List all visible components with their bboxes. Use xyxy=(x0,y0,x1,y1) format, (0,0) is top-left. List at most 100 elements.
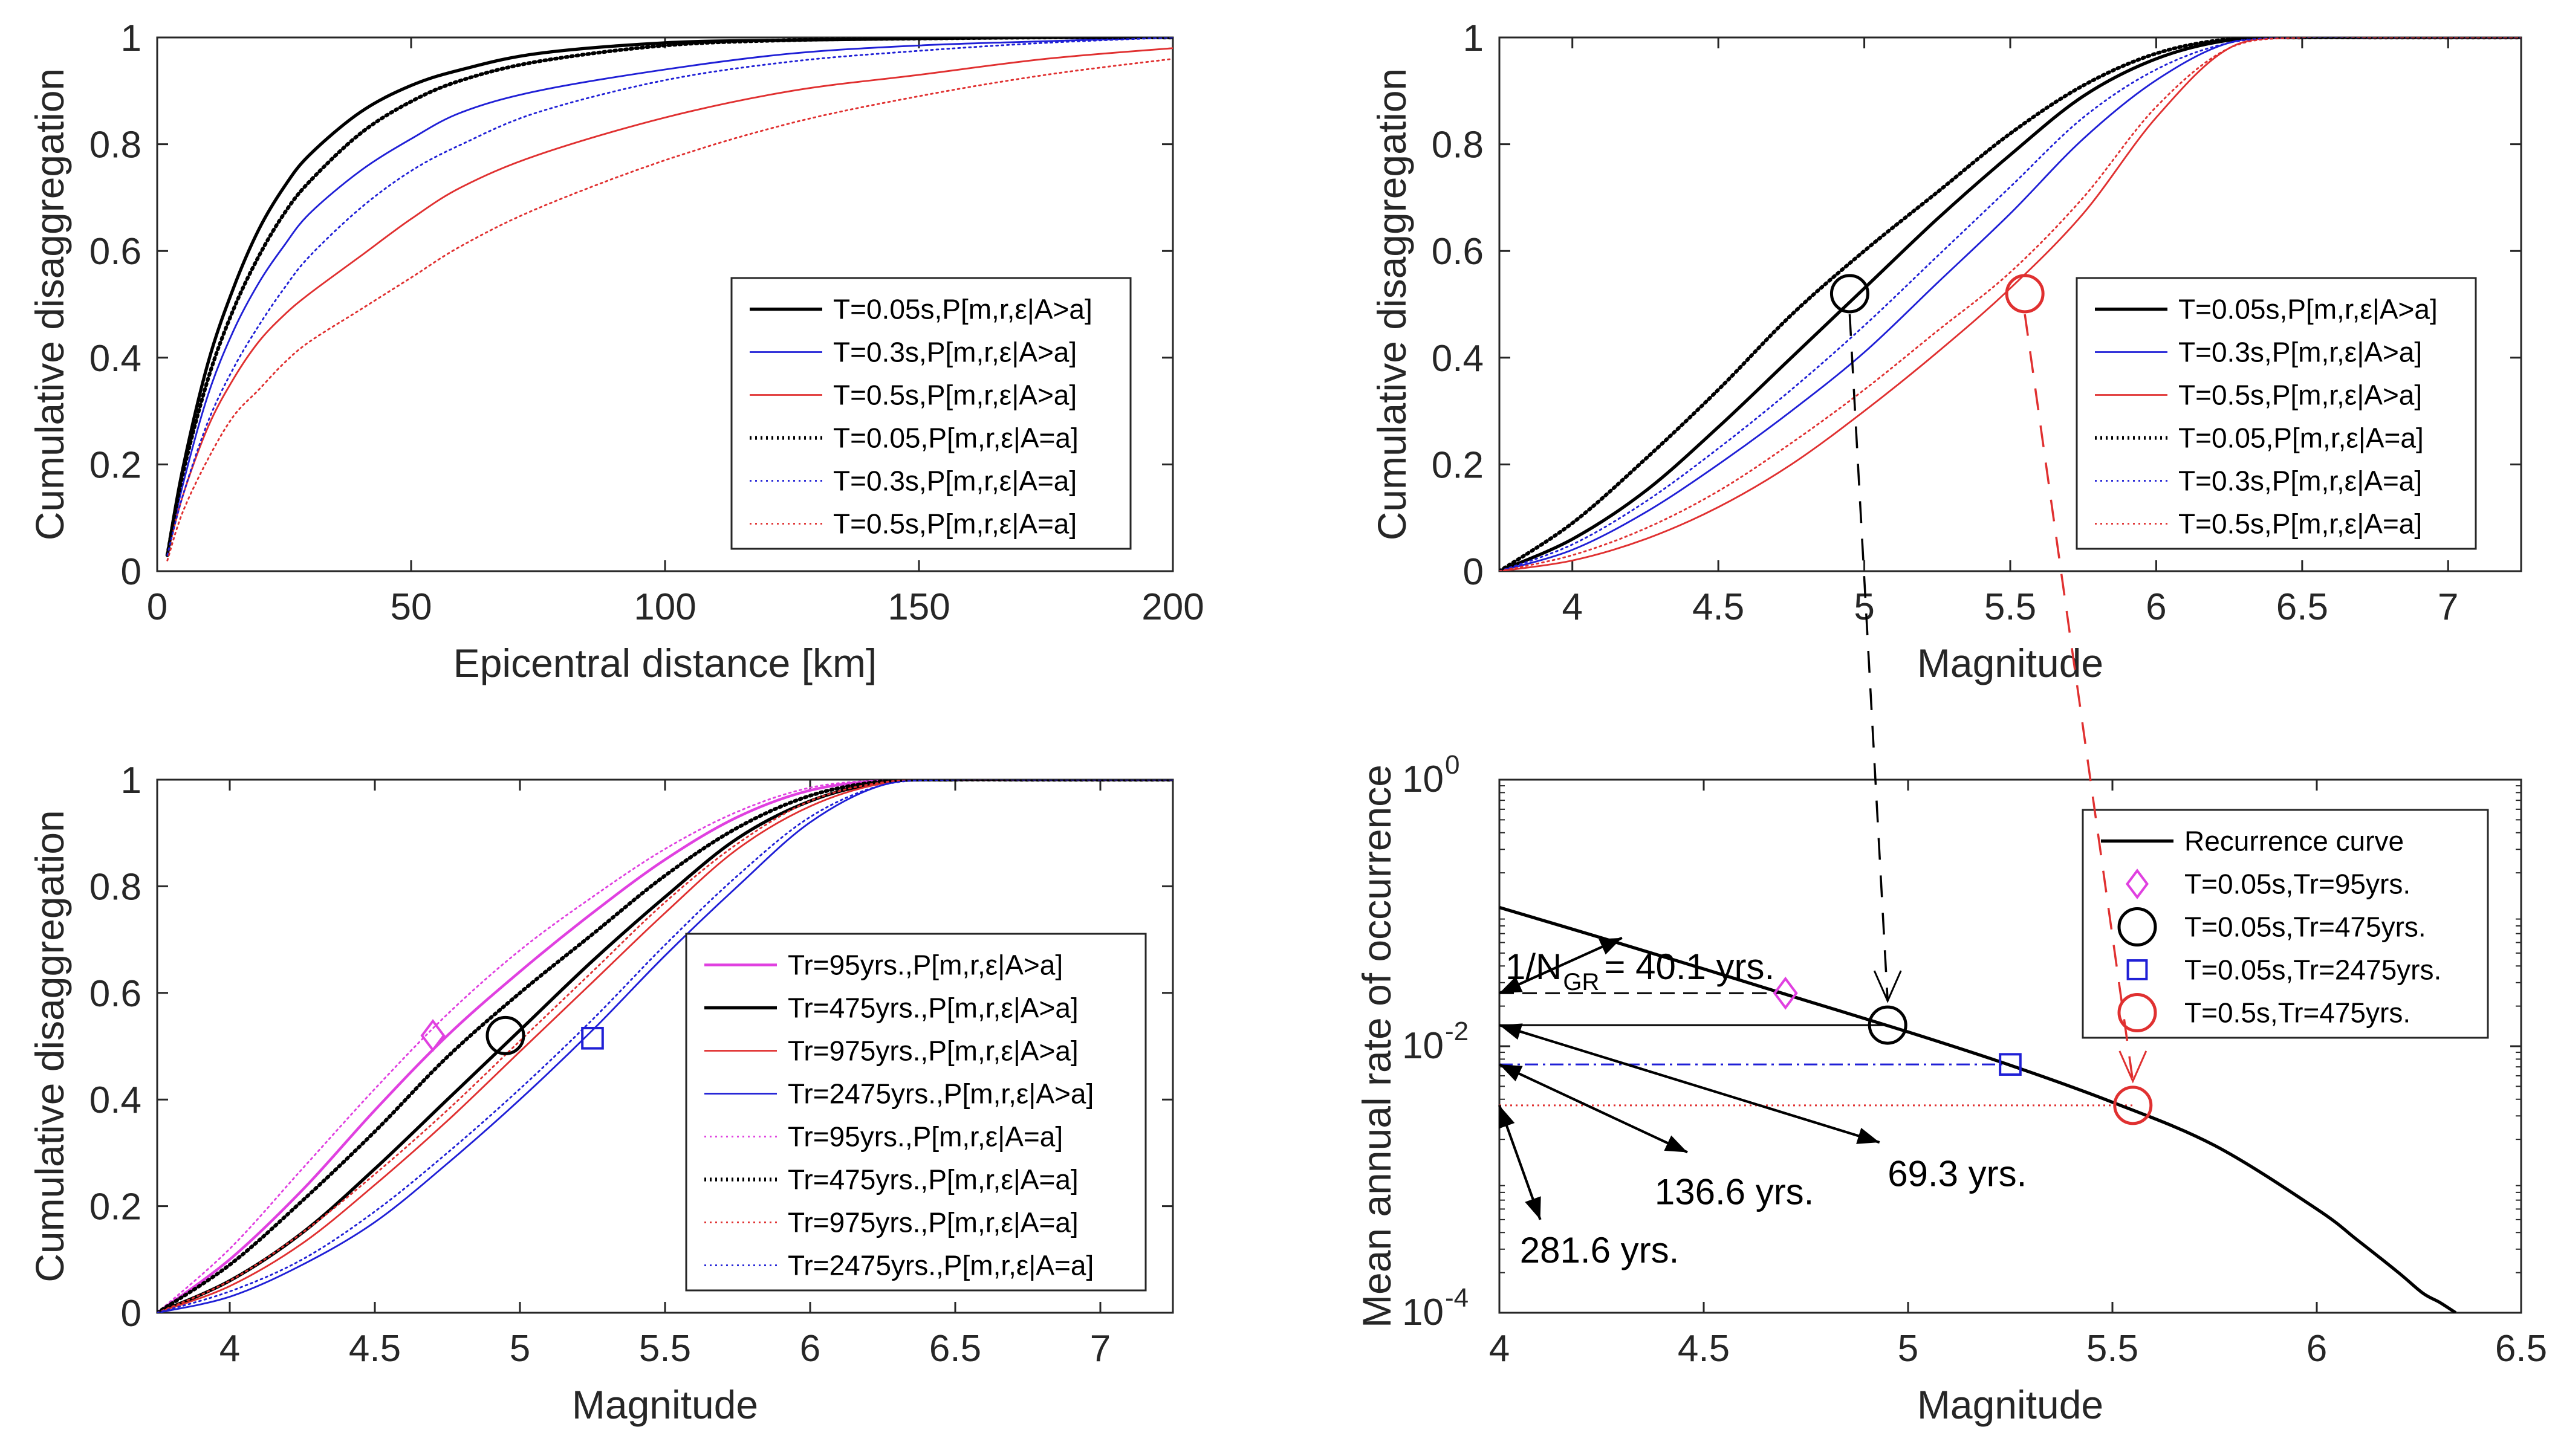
data-marker xyxy=(1999,1053,2022,1076)
connector-arrowhead xyxy=(2118,1050,2147,1084)
annotation-arrow-shaft xyxy=(1499,1024,1880,1144)
series-line xyxy=(165,37,1173,557)
x-tick-label: 6 xyxy=(2146,586,2166,628)
series-line xyxy=(1499,37,2521,571)
annotation-arrow-head xyxy=(1498,1105,1515,1129)
x-tick-label: 150 xyxy=(888,586,950,628)
y-tick-label-exponent: -4 xyxy=(1445,1283,1469,1313)
legend-label: T=0.05s,P[m,r,ε|A>a] xyxy=(2178,294,2438,325)
annotation-text: 281.6 yrs. xyxy=(1520,1230,1679,1270)
legend-label: T=0.3s,P[m,r,ε|A>a] xyxy=(2178,337,2422,368)
y-axis-label: Cumulative disaggregation xyxy=(27,68,72,540)
legend-label: T=0.3s,P[m,r,ε|A=a] xyxy=(833,465,1077,497)
y-tick-label: 0.6 xyxy=(89,231,141,273)
series-line xyxy=(157,780,1173,1313)
annotation-subscript: GR xyxy=(1563,969,1599,995)
legend-swatch xyxy=(2126,869,2149,899)
legend-label: T=0.05s,P[m,r,ε|A>a] xyxy=(833,294,1092,325)
x-tick-label: 5 xyxy=(1898,1328,1918,1370)
series-line xyxy=(157,780,1173,1313)
x-axis-label: Magnitude xyxy=(572,1382,758,1427)
legend-label: T=0.3s,P[m,r,ε|A>a] xyxy=(833,337,1077,368)
annotation-arrow-head xyxy=(1499,1064,1523,1082)
legend-label: Tr=975yrs.,P[m,r,ε|A>a] xyxy=(788,1035,1079,1067)
legend-label: T=0.05,P[m,r,ε|A=a] xyxy=(2178,422,2424,454)
series-line xyxy=(157,780,1173,1313)
y-axis-label: Mean annual rate of occurrence xyxy=(1354,765,1399,1328)
panel-magnitude-disaggregation-return-period: 4 4.5 5 5.5 6 6.5 7 0 0.2 0.4 0.6 0.8 1 Magnitude Cumu… xyxy=(27,760,1174,1427)
panel-magnitude-disaggregation-period: 4 4.5 5 5.5 6 6.5 700.20.40.60.81MagnitudeCumu… xyxy=(1369,18,2522,685)
connector-arrowhead xyxy=(1873,970,1902,1003)
x-tick-label: 5.5 xyxy=(1984,586,2036,628)
panel-connector-lines xyxy=(1848,314,2147,1084)
x-tick-label: 5 xyxy=(510,1328,530,1370)
x-tick-label: 0 xyxy=(147,586,167,628)
legend-label: Tr=975yrs.,P[m,r,ε|A=a] xyxy=(788,1207,1079,1238)
annotation-arrow-shaft xyxy=(1499,1063,1688,1154)
y-tick-label-exponent: -2 xyxy=(1445,1017,1469,1046)
legend-swatch xyxy=(2126,959,2148,980)
legend-label: T=0.5s,P[m,r,ε|A>a] xyxy=(833,380,1077,411)
x-tick-label: 7 xyxy=(2438,586,2458,628)
y-tick-label: 1 xyxy=(121,760,141,801)
data-marker xyxy=(1829,274,1869,314)
legend-label: Tr=2475yrs.,P[m,r,ε|A=a] xyxy=(788,1250,1094,1281)
y-tick-label: 0.4 xyxy=(89,338,141,380)
y-tick-label: 0.8 xyxy=(89,125,141,166)
y-tick-label: 0.8 xyxy=(1432,125,1484,166)
y-tick-label: 0.6 xyxy=(89,973,141,1015)
y-tick-label: 0 xyxy=(121,551,141,593)
y-tick-label-exponent: 0 xyxy=(1445,750,1459,780)
data-marker xyxy=(1868,1005,1907,1045)
x-tick-label: 4.5 xyxy=(1692,586,1744,628)
y-axis-label: Cumulative disaggregation xyxy=(27,810,72,1282)
y-tick-label: 0.6 xyxy=(1432,231,1484,273)
data-marker xyxy=(420,1019,446,1052)
annotation-arrow-shaft xyxy=(1499,936,1623,995)
y-axis-label: Cumulative disaggregation xyxy=(1369,68,1414,540)
legend-swatch xyxy=(2117,907,2157,946)
legend-label: Tr=95yrs.,P[m,r,ε|A>a] xyxy=(788,950,1063,981)
legend-label: T=0.05,P[m,r,ε|A=a] xyxy=(833,422,1079,454)
legend-label: Tr=475yrs.,P[m,r,ε|A=a] xyxy=(788,1164,1079,1196)
y-tick-label: 0.2 xyxy=(89,444,141,486)
legend: Recurrence curve T=0.05s,Tr=95yrs. T=0.05s… xyxy=(2082,809,2489,1039)
connector-line xyxy=(2024,314,2134,1082)
x-tick-label: 7 xyxy=(1090,1328,1111,1370)
legend-label: Tr=95yrs.,P[m,r,ε|A=a] xyxy=(788,1121,1063,1153)
legend-label: T=0.5s,Tr=475yrs. xyxy=(2184,997,2410,1029)
data-marker xyxy=(1773,976,1798,1010)
series-line xyxy=(166,57,1173,561)
legend-box xyxy=(685,933,1147,1292)
series-group xyxy=(1499,905,2457,1313)
legend-label: T=0.05s,Tr=2475yrs. xyxy=(2184,954,2441,986)
y-tick-label: 1 xyxy=(121,18,141,59)
series-line xyxy=(166,37,1173,556)
x-tick-label: 4 xyxy=(219,1328,240,1370)
legend-label: Tr=475yrs.,P[m,r,ε|A>a] xyxy=(788,992,1079,1024)
series-line xyxy=(157,780,1173,1313)
series-line xyxy=(1499,37,2521,571)
x-tick-label: 4 xyxy=(1489,1328,1510,1370)
legend: T=0.05s,P[m,r,ε|A>a] T=0.3s,P[m,r,ε|A>a] T… xyxy=(2076,277,2477,550)
data-marker xyxy=(581,1026,604,1050)
legend-label: T=0.05s,Tr=475yrs. xyxy=(2184,911,2426,943)
series-group xyxy=(157,780,1173,1313)
annotation-arrow-head xyxy=(1499,1023,1523,1040)
annotation-arrow-head xyxy=(1599,937,1622,955)
series-line xyxy=(1499,905,2457,1313)
y-tick-label: 0.4 xyxy=(89,1079,141,1121)
data-marker xyxy=(2005,274,2045,314)
annotation-text: 69.3 yrs. xyxy=(1888,1154,2027,1194)
y-tick-label-base: 10 xyxy=(1402,1025,1444,1067)
series-line xyxy=(1499,37,2521,571)
x-tick-label: 5.5 xyxy=(639,1328,691,1370)
series-line xyxy=(1499,37,2521,571)
y-tick-label: 0.2 xyxy=(1432,444,1484,486)
annotation-text: = 40.1 yrs. xyxy=(1604,946,1774,987)
x-tick-label: 4.5 xyxy=(1678,1328,1730,1370)
x-axis-label: Magnitude xyxy=(1917,1382,2103,1427)
panel-distance-disaggregation: 0 50 100 150 200 0 0.2 0.4 0.6 0.8 1 Epicentral dis… xyxy=(27,18,1204,685)
